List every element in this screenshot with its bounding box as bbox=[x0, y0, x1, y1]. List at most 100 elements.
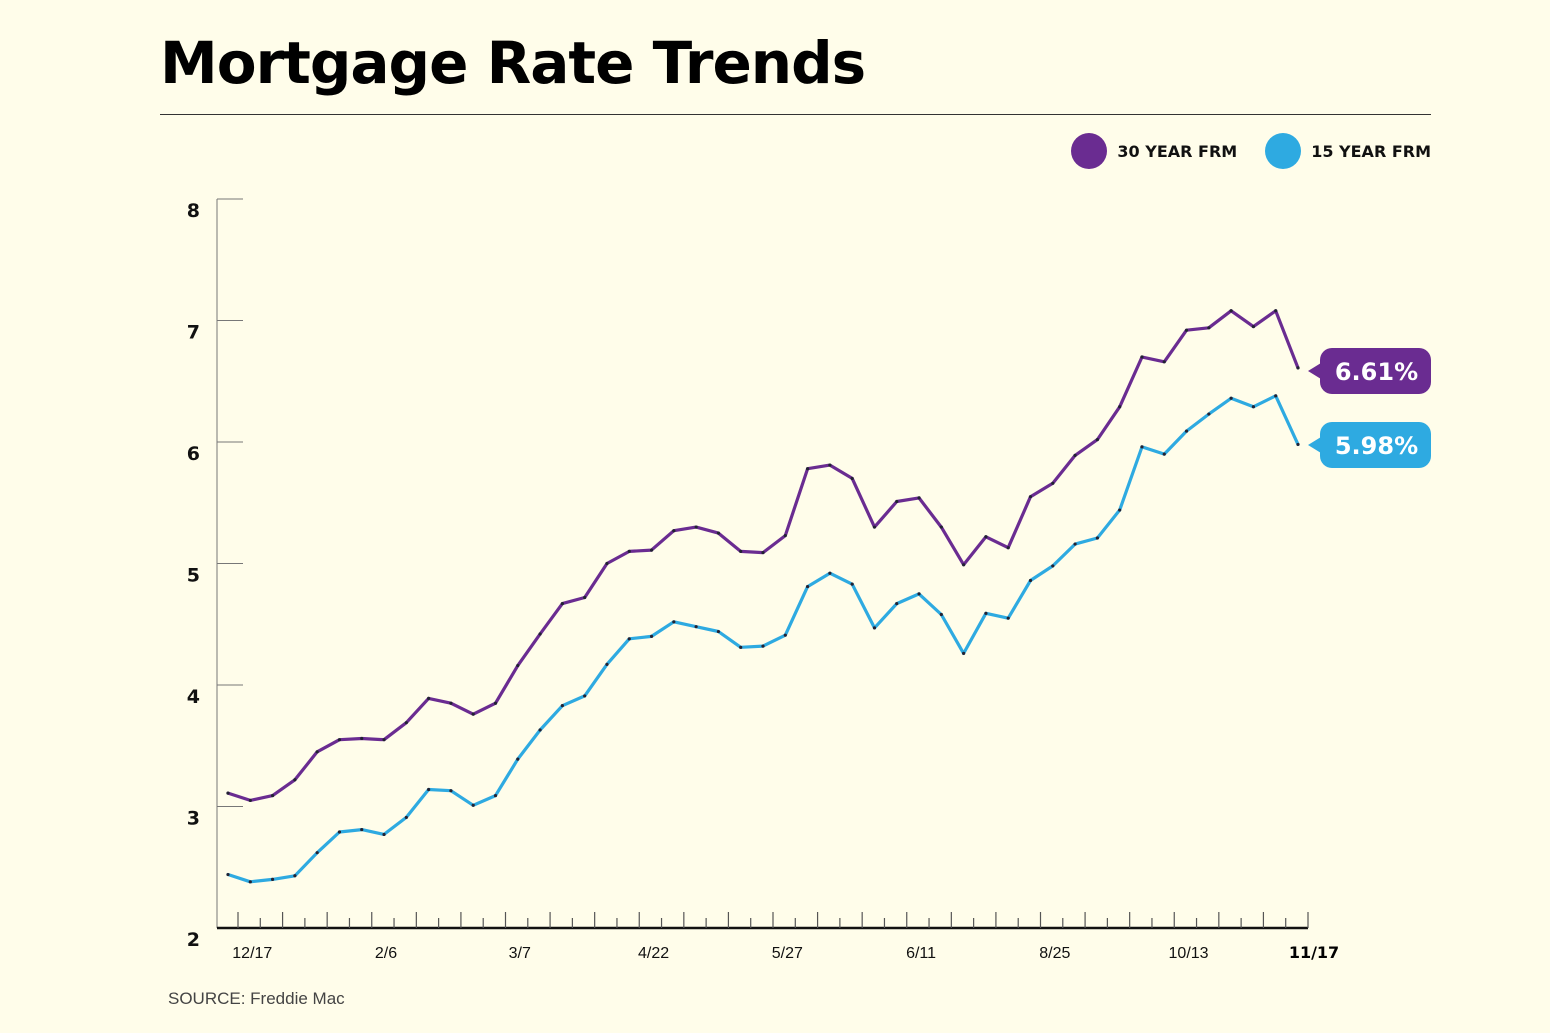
data-point bbox=[939, 525, 943, 529]
data-point bbox=[716, 531, 721, 535]
data-point bbox=[895, 499, 899, 504]
data-point bbox=[493, 793, 498, 798]
badge-pointer bbox=[1308, 363, 1321, 379]
data-point bbox=[627, 637, 631, 641]
data-point bbox=[984, 611, 988, 615]
legend-label-30-year: 30 YEAR FRM bbox=[1117, 141, 1238, 161]
data-point bbox=[1028, 495, 1033, 499]
x-tick-label: 3/7 bbox=[509, 945, 531, 962]
data-point bbox=[427, 787, 431, 792]
data-point bbox=[739, 549, 743, 553]
y-tick-label: 2 bbox=[187, 929, 200, 951]
data-point bbox=[895, 601, 899, 606]
data-point bbox=[516, 757, 520, 761]
data-point bbox=[1207, 326, 1211, 330]
title-divider bbox=[160, 114, 1431, 115]
x-tick-label: 6/11 bbox=[906, 945, 936, 962]
chart-labels: 6.61% 5.98% bbox=[1308, 348, 1431, 468]
y-tick-label: 5 bbox=[187, 565, 200, 587]
data-point bbox=[672, 529, 676, 533]
data-point bbox=[404, 815, 408, 820]
legend-item-15-year: 15 YEAR FRM bbox=[1265, 133, 1431, 169]
data-point bbox=[1207, 412, 1211, 416]
data-point bbox=[1229, 309, 1233, 313]
data-point bbox=[627, 549, 631, 553]
data-point bbox=[694, 525, 698, 529]
data-point bbox=[449, 701, 453, 705]
data-point bbox=[1184, 429, 1189, 433]
data-point bbox=[917, 496, 921, 500]
data-point bbox=[694, 625, 698, 629]
y-tick-label: 4 bbox=[187, 686, 200, 708]
data-point bbox=[226, 872, 230, 877]
page-title: Mortgage Rate Trends bbox=[160, 29, 866, 97]
chart-series bbox=[226, 309, 1300, 884]
data-point bbox=[538, 728, 542, 732]
data-point bbox=[850, 476, 854, 481]
data-point bbox=[1118, 405, 1122, 409]
data-point bbox=[404, 721, 408, 725]
data-point bbox=[382, 738, 386, 742]
y-tick-label: 8 bbox=[187, 200, 200, 222]
data-point bbox=[337, 830, 342, 834]
x-tick-label: 5/27 bbox=[772, 945, 803, 962]
data-point bbox=[1274, 394, 1278, 398]
data-point bbox=[783, 533, 787, 538]
data-point bbox=[516, 663, 520, 668]
data-point bbox=[761, 550, 765, 555]
x-tick-label: 10/13 bbox=[1169, 945, 1209, 962]
x-tick-label: 12/17 bbox=[232, 945, 272, 962]
data-point bbox=[962, 563, 966, 567]
data-point bbox=[1229, 396, 1233, 400]
data-point bbox=[1073, 453, 1077, 457]
data-point bbox=[315, 750, 319, 754]
series-line-30-year bbox=[226, 309, 1300, 803]
data-point bbox=[360, 736, 364, 741]
y-tick-label: 7 bbox=[187, 322, 200, 344]
data-point bbox=[805, 467, 810, 471]
data-point bbox=[917, 592, 921, 596]
data-point bbox=[337, 738, 342, 742]
chart-axes: 2 3 4 5 6 7 8 12/17 2/6 3/7 4/22 5/27 6/11 8/25 10/13 1… bbox=[187, 198, 1339, 962]
data-point bbox=[248, 798, 252, 803]
data-point bbox=[783, 633, 787, 637]
data-point bbox=[739, 645, 743, 649]
data-point bbox=[1118, 508, 1122, 512]
data-point bbox=[560, 704, 564, 708]
data-point bbox=[605, 662, 609, 666]
data-point bbox=[605, 561, 609, 566]
source-note: SOURCE: Freddie Mac bbox=[168, 989, 345, 1008]
data-point bbox=[984, 535, 988, 539]
data-point bbox=[293, 778, 297, 782]
data-point bbox=[1051, 564, 1055, 568]
data-point bbox=[1162, 360, 1166, 364]
data-point bbox=[1140, 445, 1144, 449]
legend: 30 YEAR FRM 15 YEAR FRM bbox=[1071, 133, 1431, 169]
data-point bbox=[828, 571, 832, 575]
data-point bbox=[1051, 481, 1055, 485]
data-point bbox=[805, 584, 810, 589]
data-point bbox=[382, 832, 386, 837]
data-point bbox=[248, 880, 252, 884]
data-point bbox=[449, 789, 453, 793]
data-point bbox=[1095, 536, 1099, 540]
data-point bbox=[1251, 324, 1256, 329]
x-tick-label: 2/6 bbox=[375, 945, 397, 962]
x-tick-label: 4/22 bbox=[638, 945, 669, 962]
badge-background bbox=[1320, 422, 1431, 468]
badge-background bbox=[1320, 348, 1431, 394]
data-point bbox=[872, 525, 877, 529]
data-point bbox=[538, 632, 542, 636]
end-value-label: 5.98% bbox=[1335, 432, 1418, 460]
legend-swatch-15-year bbox=[1265, 133, 1302, 169]
data-point bbox=[716, 629, 721, 634]
legend-item-30-year: 30 YEAR FRM bbox=[1071, 133, 1237, 169]
data-point bbox=[1296, 366, 1300, 370]
data-point bbox=[1251, 405, 1256, 409]
data-point bbox=[293, 874, 297, 878]
data-point bbox=[270, 793, 275, 798]
legend-swatch-30-year bbox=[1071, 133, 1108, 169]
data-point bbox=[649, 634, 654, 639]
data-point bbox=[583, 595, 587, 600]
